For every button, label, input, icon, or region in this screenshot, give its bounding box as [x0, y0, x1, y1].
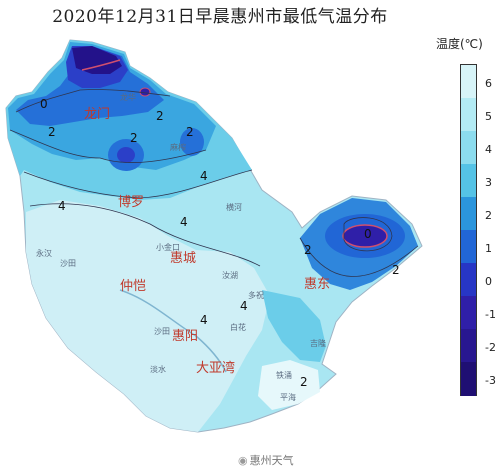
legend-tick-label: 5	[485, 109, 492, 123]
legend-title: 温度(℃)	[436, 37, 483, 51]
cold-spot-longmen-inner	[117, 147, 135, 163]
legend-swatch	[461, 197, 476, 231]
contour-label: 2	[304, 243, 312, 257]
region-east-minimum	[342, 224, 388, 248]
legend-swatch	[461, 164, 476, 198]
legend-tick-label: 1	[485, 241, 492, 255]
town-label: 永汉	[36, 248, 52, 258]
legend-swatch	[461, 131, 476, 165]
city-label-longmen: 龙门	[84, 107, 110, 122]
contour-label: 2	[186, 125, 194, 139]
red-boundary	[81, 59, 121, 71]
contour-label: 4	[200, 169, 208, 183]
cold-spot-east-north	[180, 128, 204, 156]
contour-label: 2	[300, 375, 308, 389]
legend-swatch	[461, 230, 476, 264]
city-label-huicheng: 惠城	[170, 251, 196, 266]
contour-label: 2	[392, 263, 400, 277]
watermark-text: 惠州天气	[249, 454, 294, 467]
town-label: 白花	[230, 322, 246, 332]
contour-lines	[9, 89, 419, 277]
region-coldest	[72, 46, 122, 74]
town-label: 小金口	[156, 242, 180, 252]
city-label-zhongkai: 仲恺	[120, 279, 146, 294]
legend-tick-label: 4	[485, 142, 492, 156]
region-dayawan-light	[258, 360, 320, 410]
contour-label: 4	[180, 215, 188, 229]
town-label: 淡水	[150, 364, 166, 374]
town-label: 龙华	[120, 92, 136, 102]
legend-swatch	[461, 263, 476, 297]
city-label-dayawan: 大亚湾	[196, 360, 235, 376]
town-label: 横河	[226, 202, 242, 212]
contour-label: 2	[156, 109, 164, 123]
legend-tick-label: 3	[485, 175, 492, 189]
town-label: 平海	[280, 392, 296, 402]
legend-tick-label: -1	[485, 307, 496, 321]
map-title: 2020年12月31日早晨惠州市最低气温分布	[52, 7, 388, 27]
legend-tick-label: 6	[485, 76, 492, 90]
town-label: 麻榨	[170, 142, 186, 152]
legend-tick-label: 0	[485, 274, 492, 288]
legend-swatch	[461, 362, 476, 396]
river	[119, 289, 227, 373]
town-label: 吉隆	[310, 338, 326, 348]
legend-swatch	[461, 98, 476, 132]
watermark: ◉ 惠州天气	[238, 452, 294, 468]
legend-swatch	[461, 296, 476, 330]
town-label: 铁涌	[276, 370, 292, 380]
contour-label: 2	[48, 125, 56, 139]
town-label: 多祝	[248, 290, 264, 300]
town-label: 沙田	[60, 259, 76, 268]
legend-tick-label: -3	[485, 373, 496, 387]
legend-swatch	[461, 329, 476, 363]
contour-label: 4	[58, 199, 66, 213]
red-spot-north	[139, 87, 151, 97]
region-coastal	[262, 290, 326, 362]
weibo-icon: ◉	[238, 454, 248, 467]
contour-label: 2	[130, 131, 138, 145]
town-label: 汝湖	[222, 270, 238, 280]
legend-tick-label: -2	[485, 340, 496, 354]
legend-swatch	[461, 65, 476, 99]
legend-tick-label: 2	[485, 208, 492, 222]
contour-label: 4	[240, 299, 248, 313]
contour-label: 0	[40, 97, 48, 111]
region-light	[26, 200, 270, 432]
city-label-huiyang: 惠阳	[172, 329, 198, 344]
city-label-huidong: 惠东	[304, 277, 330, 292]
city-label-boluo: 博罗	[118, 195, 144, 210]
contour-label: 0	[364, 227, 372, 241]
color-legend	[460, 64, 477, 396]
contour-label: 4	[200, 313, 208, 327]
town-label: 沙田	[154, 327, 170, 336]
